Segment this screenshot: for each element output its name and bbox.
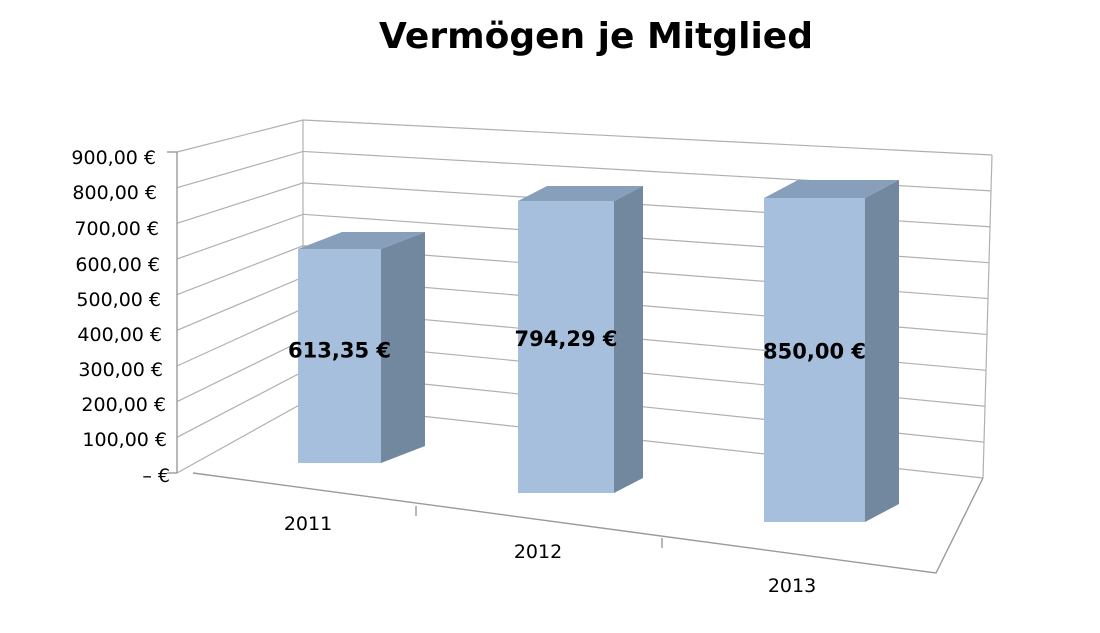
bar-side-face	[381, 232, 425, 463]
y-tick-label: 700,00 €	[74, 218, 159, 240]
right-wall-edge	[982, 154, 993, 479]
bar-2012: 794,29 €	[515, 186, 643, 493]
bar-front-face	[298, 249, 381, 463]
y-tick-label: – €	[142, 465, 170, 487]
gridline	[176, 119, 993, 156]
bar-top-face	[298, 232, 425, 249]
bar-2011: 613,35 €	[288, 232, 425, 463]
bar-front-face	[764, 198, 865, 522]
y-tick-label: 600,00 €	[75, 254, 160, 276]
y-axis-labels: – € 100,00 € 200,00 € 300,00 € 400,00 € 500,0…	[71, 147, 170, 487]
x-tick-label: 2013	[768, 575, 816, 597]
bars: 613,35 € 794,29 € 850,00 €	[288, 180, 899, 522]
x-axis-labels: 2011 2012 2013	[284, 513, 816, 597]
x-tick-label: 2012	[514, 541, 562, 563]
data-label: 613,35 €	[288, 339, 391, 363]
bar-side-face	[865, 180, 899, 522]
bar-top-face	[518, 186, 643, 201]
y-tick-label: 900,00 €	[71, 147, 156, 169]
data-label: 850,00 €	[763, 339, 866, 363]
y-tick-label: 500,00 €	[76, 289, 161, 311]
y-tick-label: 200,00 €	[81, 394, 166, 416]
bar-2013: 850,00 €	[763, 180, 899, 522]
y-tick-label: 400,00 €	[77, 324, 162, 346]
x-axis-line	[192, 472, 984, 574]
chart-title: Vermögen je Mitglied	[379, 16, 813, 57]
bar-side-face	[614, 186, 643, 493]
y-tick-label: 800,00 €	[72, 182, 157, 204]
y-tick-label: 100,00 €	[82, 429, 167, 451]
bar-front-face	[518, 201, 614, 493]
data-label: 794,29 €	[515, 327, 618, 351]
bar-top-face	[764, 180, 899, 198]
y-tick-label: 300,00 €	[78, 359, 163, 381]
x-tick-label: 2011	[284, 513, 332, 535]
